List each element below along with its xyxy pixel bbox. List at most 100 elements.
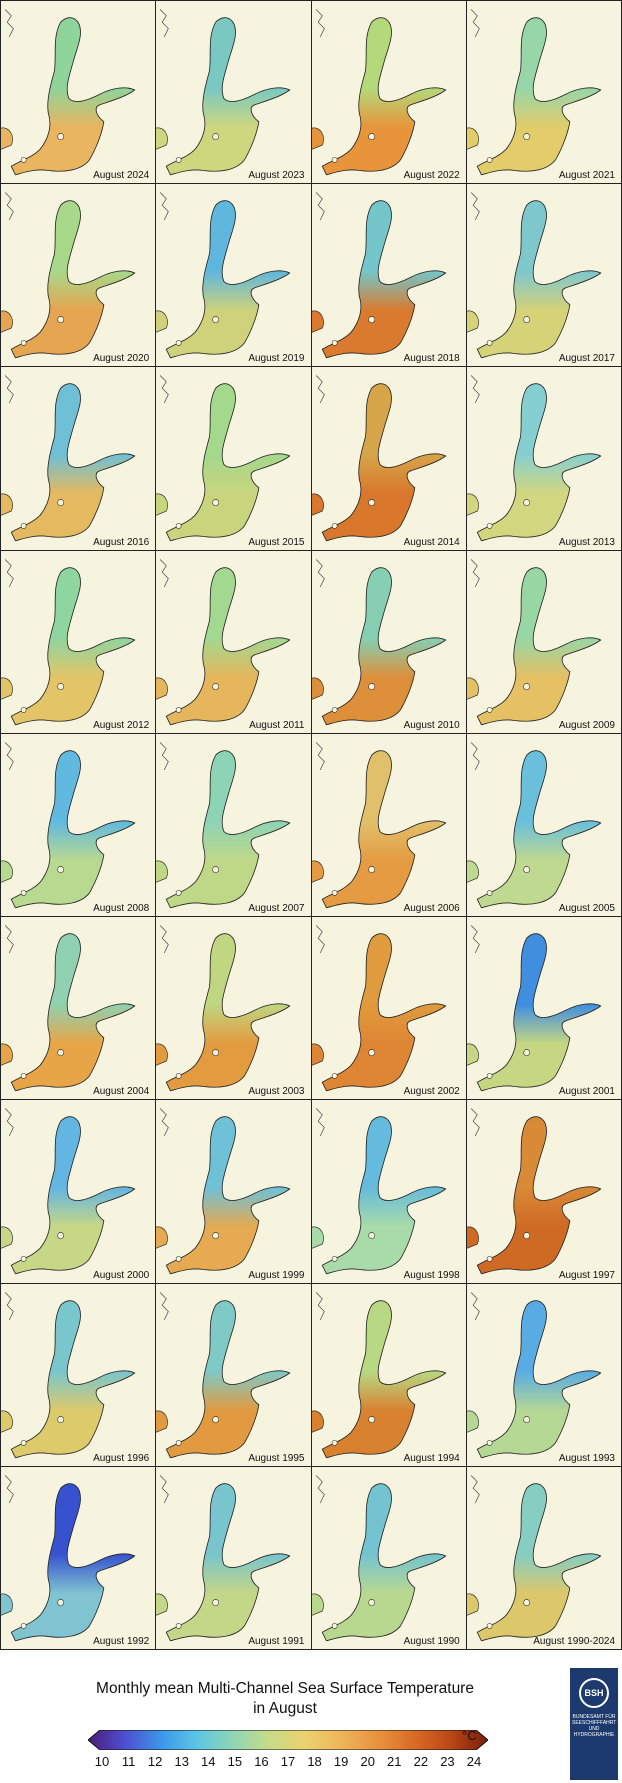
- colorbar-tick-label: 19: [333, 1754, 349, 1769]
- panel-label: August 2008: [93, 903, 150, 915]
- panel-label: August 2006: [403, 903, 460, 915]
- panel-label: August 1990: [403, 1636, 460, 1647]
- colorbar-tick-label: 12: [147, 1754, 163, 1769]
- map-panel: August 2004: [1, 917, 157, 1101]
- sea-temperature-map: [1, 1108, 136, 1275]
- map-panel: August 1990-2024: [466, 1466, 622, 1650]
- map-panel: August 1999: [156, 1100, 312, 1284]
- map-panel: August 2017: [466, 184, 622, 368]
- panel-label: August 1992: [93, 1636, 150, 1647]
- map-grid: August 2024 August 2023 August 2022 August …: [0, 0, 622, 1650]
- panel-label: August 1996: [93, 1452, 150, 1464]
- panel-label: August 2002: [403, 1086, 460, 1098]
- panel-label: August 2022: [403, 170, 460, 182]
- sea-temperature-map: [466, 925, 602, 1092]
- panel-label: August 1997: [558, 1269, 615, 1281]
- colorbar-unit: °C: [462, 1728, 477, 1743]
- logo-organization: BUNDESAMT FÜR SEESCHIFFFAHRT UND HYDROGR…: [572, 1714, 617, 1738]
- panel-label: August 1994: [403, 1452, 460, 1464]
- sea-temperature-map: [466, 9, 602, 176]
- colorbar-tick-label: 14: [201, 1754, 216, 1769]
- sea-temperature-map: [156, 192, 291, 359]
- sea-temperature-map: [466, 1291, 602, 1458]
- logo-emblem: BSH: [579, 1678, 609, 1708]
- colorbar-tick-label: 13: [174, 1754, 189, 1769]
- map-panel: August 1992: [1, 1466, 157, 1650]
- map-panel: August 1991: [156, 1466, 312, 1650]
- sea-temperature-map: [156, 558, 291, 725]
- map-panel: August 2022: [311, 1, 467, 185]
- map-panel: August 2005: [466, 733, 622, 918]
- map-panel: August 1994: [311, 1283, 467, 1467]
- sea-temperature-map: [1, 925, 136, 1092]
- panel-label: August 1998: [403, 1269, 460, 1281]
- map-panel: August 2020: [1, 184, 157, 368]
- colorbar: 10 11 12 13 14 15 16 17 18 19 20 21 22 23 24: [88, 1730, 488, 1780]
- sea-temperature-map: [311, 1475, 446, 1642]
- map-panel: August 2024: [1, 1, 157, 185]
- colorbar-tick-label: 22: [413, 1754, 429, 1769]
- colorbar-tick-label: 17: [280, 1754, 296, 1769]
- sea-temperature-map: [156, 1291, 291, 1458]
- panel-label: August 2011: [249, 719, 305, 731]
- sea-temperature-map: [311, 9, 446, 176]
- panel-label: August 2009: [558, 719, 615, 731]
- figure-title: Monthly mean Multi-Channel Sea Surface T…: [0, 1679, 570, 1719]
- sea-temperature-map: [311, 375, 446, 542]
- panel-label: August 2021: [558, 170, 615, 182]
- map-panel: August 2010: [311, 550, 467, 734]
- panel-label: August 2001: [558, 1086, 615, 1098]
- title-line-2: in August: [253, 1700, 317, 1717]
- colorbar-tick-label: 16: [254, 1754, 269, 1769]
- map-panel: August 2001: [466, 917, 622, 1101]
- sea-temperature-map: [156, 375, 291, 542]
- sea-temperature-map: [466, 558, 602, 725]
- sea-temperature-map: [311, 925, 446, 1092]
- colorbar-gradient: [88, 1730, 488, 1750]
- map-panel: August 2000: [1, 1100, 157, 1284]
- map-panel: August 1990: [311, 1466, 467, 1650]
- panel-label: August 2012: [93, 719, 150, 731]
- panel-label: August 2016: [93, 536, 150, 548]
- sea-temperature-map: [156, 9, 291, 176]
- map-panel: August 2011: [156, 550, 312, 734]
- sea-temperature-map: [311, 1108, 446, 1275]
- map-panel: August 2016: [1, 367, 157, 551]
- panel-label: August 2000: [93, 1269, 150, 1281]
- sea-temperature-map: [466, 375, 602, 542]
- map-panel: August 1996: [1, 1283, 157, 1467]
- sea-temperature-map: [466, 192, 602, 359]
- sea-temperature-map: [311, 1291, 446, 1458]
- map-panel: August 1993: [466, 1283, 622, 1467]
- map-panel: August 2003: [156, 917, 312, 1101]
- panel-label: August 2023: [248, 170, 305, 182]
- sea-temperature-map: [311, 742, 446, 909]
- panel-label: August 1993: [558, 1452, 615, 1464]
- map-panel: August 2013: [466, 367, 622, 551]
- panel-label: August 1990-2024: [533, 1636, 615, 1647]
- map-panel: August 1997: [466, 1100, 622, 1284]
- panel-label: August 2024: [93, 170, 150, 182]
- panel-label: August 2004: [93, 1086, 150, 1098]
- map-panel: August 2023: [156, 1, 312, 185]
- sea-temperature-map: [1, 1291, 136, 1458]
- panel-label: August 1995: [248, 1452, 305, 1464]
- sea-temperature-map: [1, 9, 136, 176]
- panel-label: August 2015: [248, 536, 305, 548]
- panel-label: August 2014: [403, 536, 460, 548]
- sea-temperature-map: [1, 558, 136, 725]
- sea-temperature-map: [156, 1108, 291, 1275]
- sea-temperature-map: [1, 1475, 136, 1642]
- colorbar-tick-label: 21: [387, 1754, 402, 1769]
- map-panel: August 2009: [466, 550, 622, 734]
- map-panel: August 2006: [311, 733, 467, 918]
- map-panel: August 2021: [466, 1, 622, 185]
- sea-temperature-map: [1, 742, 136, 909]
- map-panel: August 2007: [156, 733, 312, 918]
- colorbar-tick-label: 11: [121, 1754, 136, 1769]
- map-panel: August 2008: [1, 733, 157, 918]
- panel-label: August 1999: [248, 1269, 305, 1281]
- panel-label: August 2007: [248, 903, 305, 915]
- colorbar-tick-label: 20: [360, 1754, 375, 1769]
- map-panel: August 2002: [311, 917, 467, 1101]
